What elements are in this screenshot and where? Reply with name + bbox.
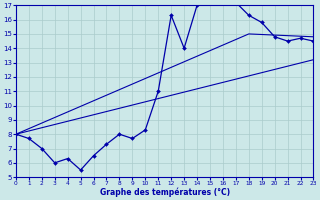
X-axis label: Graphe des températures (°C): Graphe des températures (°C) xyxy=(100,188,230,197)
